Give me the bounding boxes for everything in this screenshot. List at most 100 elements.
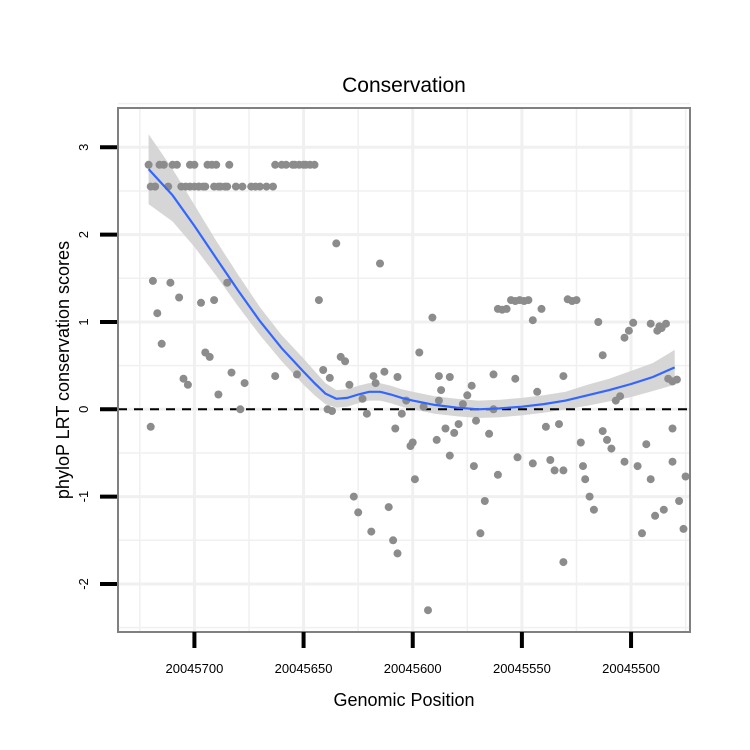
- x-tick-label: 20045650: [275, 661, 333, 676]
- data-point: [225, 160, 234, 169]
- data-point: [559, 558, 568, 567]
- y-tick-label: 0: [76, 406, 91, 413]
- data-point: [450, 428, 459, 437]
- data-point: [236, 405, 245, 414]
- data-point: [325, 373, 334, 382]
- data-point: [376, 259, 384, 268]
- data-point: [633, 462, 642, 471]
- data-point: [146, 422, 155, 431]
- data-point: [679, 524, 688, 533]
- data-point: [624, 326, 633, 335]
- data-point: [579, 462, 587, 471]
- data-point: [393, 549, 402, 558]
- data-point: [572, 296, 581, 305]
- data-point: [166, 278, 175, 287]
- y-tick-label: 3: [76, 144, 91, 151]
- data-point: [463, 391, 472, 400]
- data-point: [159, 160, 168, 169]
- data-point: [454, 420, 463, 429]
- data-point: [408, 438, 417, 447]
- data-point: [620, 333, 629, 342]
- data-point: [362, 409, 371, 418]
- data-point: [467, 381, 476, 390]
- data-point: [598, 351, 607, 360]
- data-point: [367, 527, 376, 536]
- smooth-line-layer: [147, 168, 676, 411]
- data-point: [616, 392, 625, 401]
- data-point: [476, 529, 485, 538]
- data-point: [238, 182, 247, 191]
- axes-layer: 20045700 20045650 20045600 20045550 20045500…: [76, 144, 660, 676]
- data-point: [271, 160, 280, 169]
- data-point: [668, 457, 677, 466]
- data-point: [441, 424, 450, 433]
- x-tick-label: 20045550: [493, 661, 551, 676]
- data-point: [458, 400, 467, 409]
- data-point: [546, 456, 555, 464]
- data-point: [212, 160, 221, 169]
- data-point: [332, 239, 341, 248]
- data-point: [314, 296, 323, 305]
- data-point: [424, 606, 432, 615]
- data-point: [537, 304, 546, 313]
- data-point: [179, 374, 188, 383]
- data-point: [472, 416, 480, 425]
- data-point: [214, 182, 223, 191]
- y-tick-label: -1: [76, 491, 91, 503]
- data-point: [576, 438, 585, 447]
- data-point: [672, 375, 681, 384]
- data-point: [389, 536, 398, 545]
- data-point: [524, 296, 533, 305]
- x-tick-label: 20045500: [602, 661, 660, 676]
- data-point: [607, 444, 616, 453]
- chart-title: Conservation: [342, 74, 466, 97]
- data-point: [201, 182, 210, 191]
- panel-border: [117, 107, 691, 633]
- data-point: [354, 508, 363, 517]
- data-point: [391, 424, 400, 433]
- data-point: [681, 472, 690, 481]
- data-point: [533, 387, 542, 396]
- data-point: [511, 374, 520, 383]
- data-point: [144, 160, 153, 169]
- data-point: [210, 296, 219, 305]
- grid: [118, 102, 690, 632]
- data-point: [328, 407, 336, 415]
- data-point: [175, 293, 184, 302]
- data-point: [369, 372, 378, 381]
- data-point: [157, 339, 166, 348]
- data-point: [513, 453, 522, 462]
- data-point: [638, 529, 646, 538]
- data-point: [271, 372, 280, 381]
- data-point: [493, 470, 502, 479]
- data-point: [393, 373, 402, 381]
- data-point: [341, 357, 350, 366]
- data-point: [151, 182, 160, 191]
- x-tick-label: 20045600: [384, 661, 442, 676]
- data-point: [419, 402, 428, 411]
- data-point: [240, 379, 249, 388]
- data-point: [469, 462, 478, 471]
- y-axis-label: phyloP LRT conservation scores: [53, 241, 73, 499]
- x-axis-label: Genomic Position: [333, 690, 474, 710]
- data-point: [262, 182, 271, 191]
- data-point: [434, 372, 443, 381]
- data-point: [603, 435, 611, 444]
- data-point: [153, 309, 162, 318]
- data-point: [594, 318, 603, 326]
- data-point: [432, 435, 441, 444]
- y-tick-label: 1: [76, 318, 91, 325]
- data-point: [489, 370, 498, 379]
- data-point: [585, 492, 594, 501]
- data-point: [646, 319, 655, 328]
- data-point: [371, 379, 380, 388]
- data-point: [589, 505, 598, 514]
- data-point: [345, 380, 354, 389]
- data-point: [293, 370, 301, 379]
- data-point: [214, 390, 223, 399]
- data-point: [581, 475, 590, 484]
- data-point: [380, 367, 389, 376]
- data-point: [598, 427, 607, 436]
- data-point: [358, 394, 367, 403]
